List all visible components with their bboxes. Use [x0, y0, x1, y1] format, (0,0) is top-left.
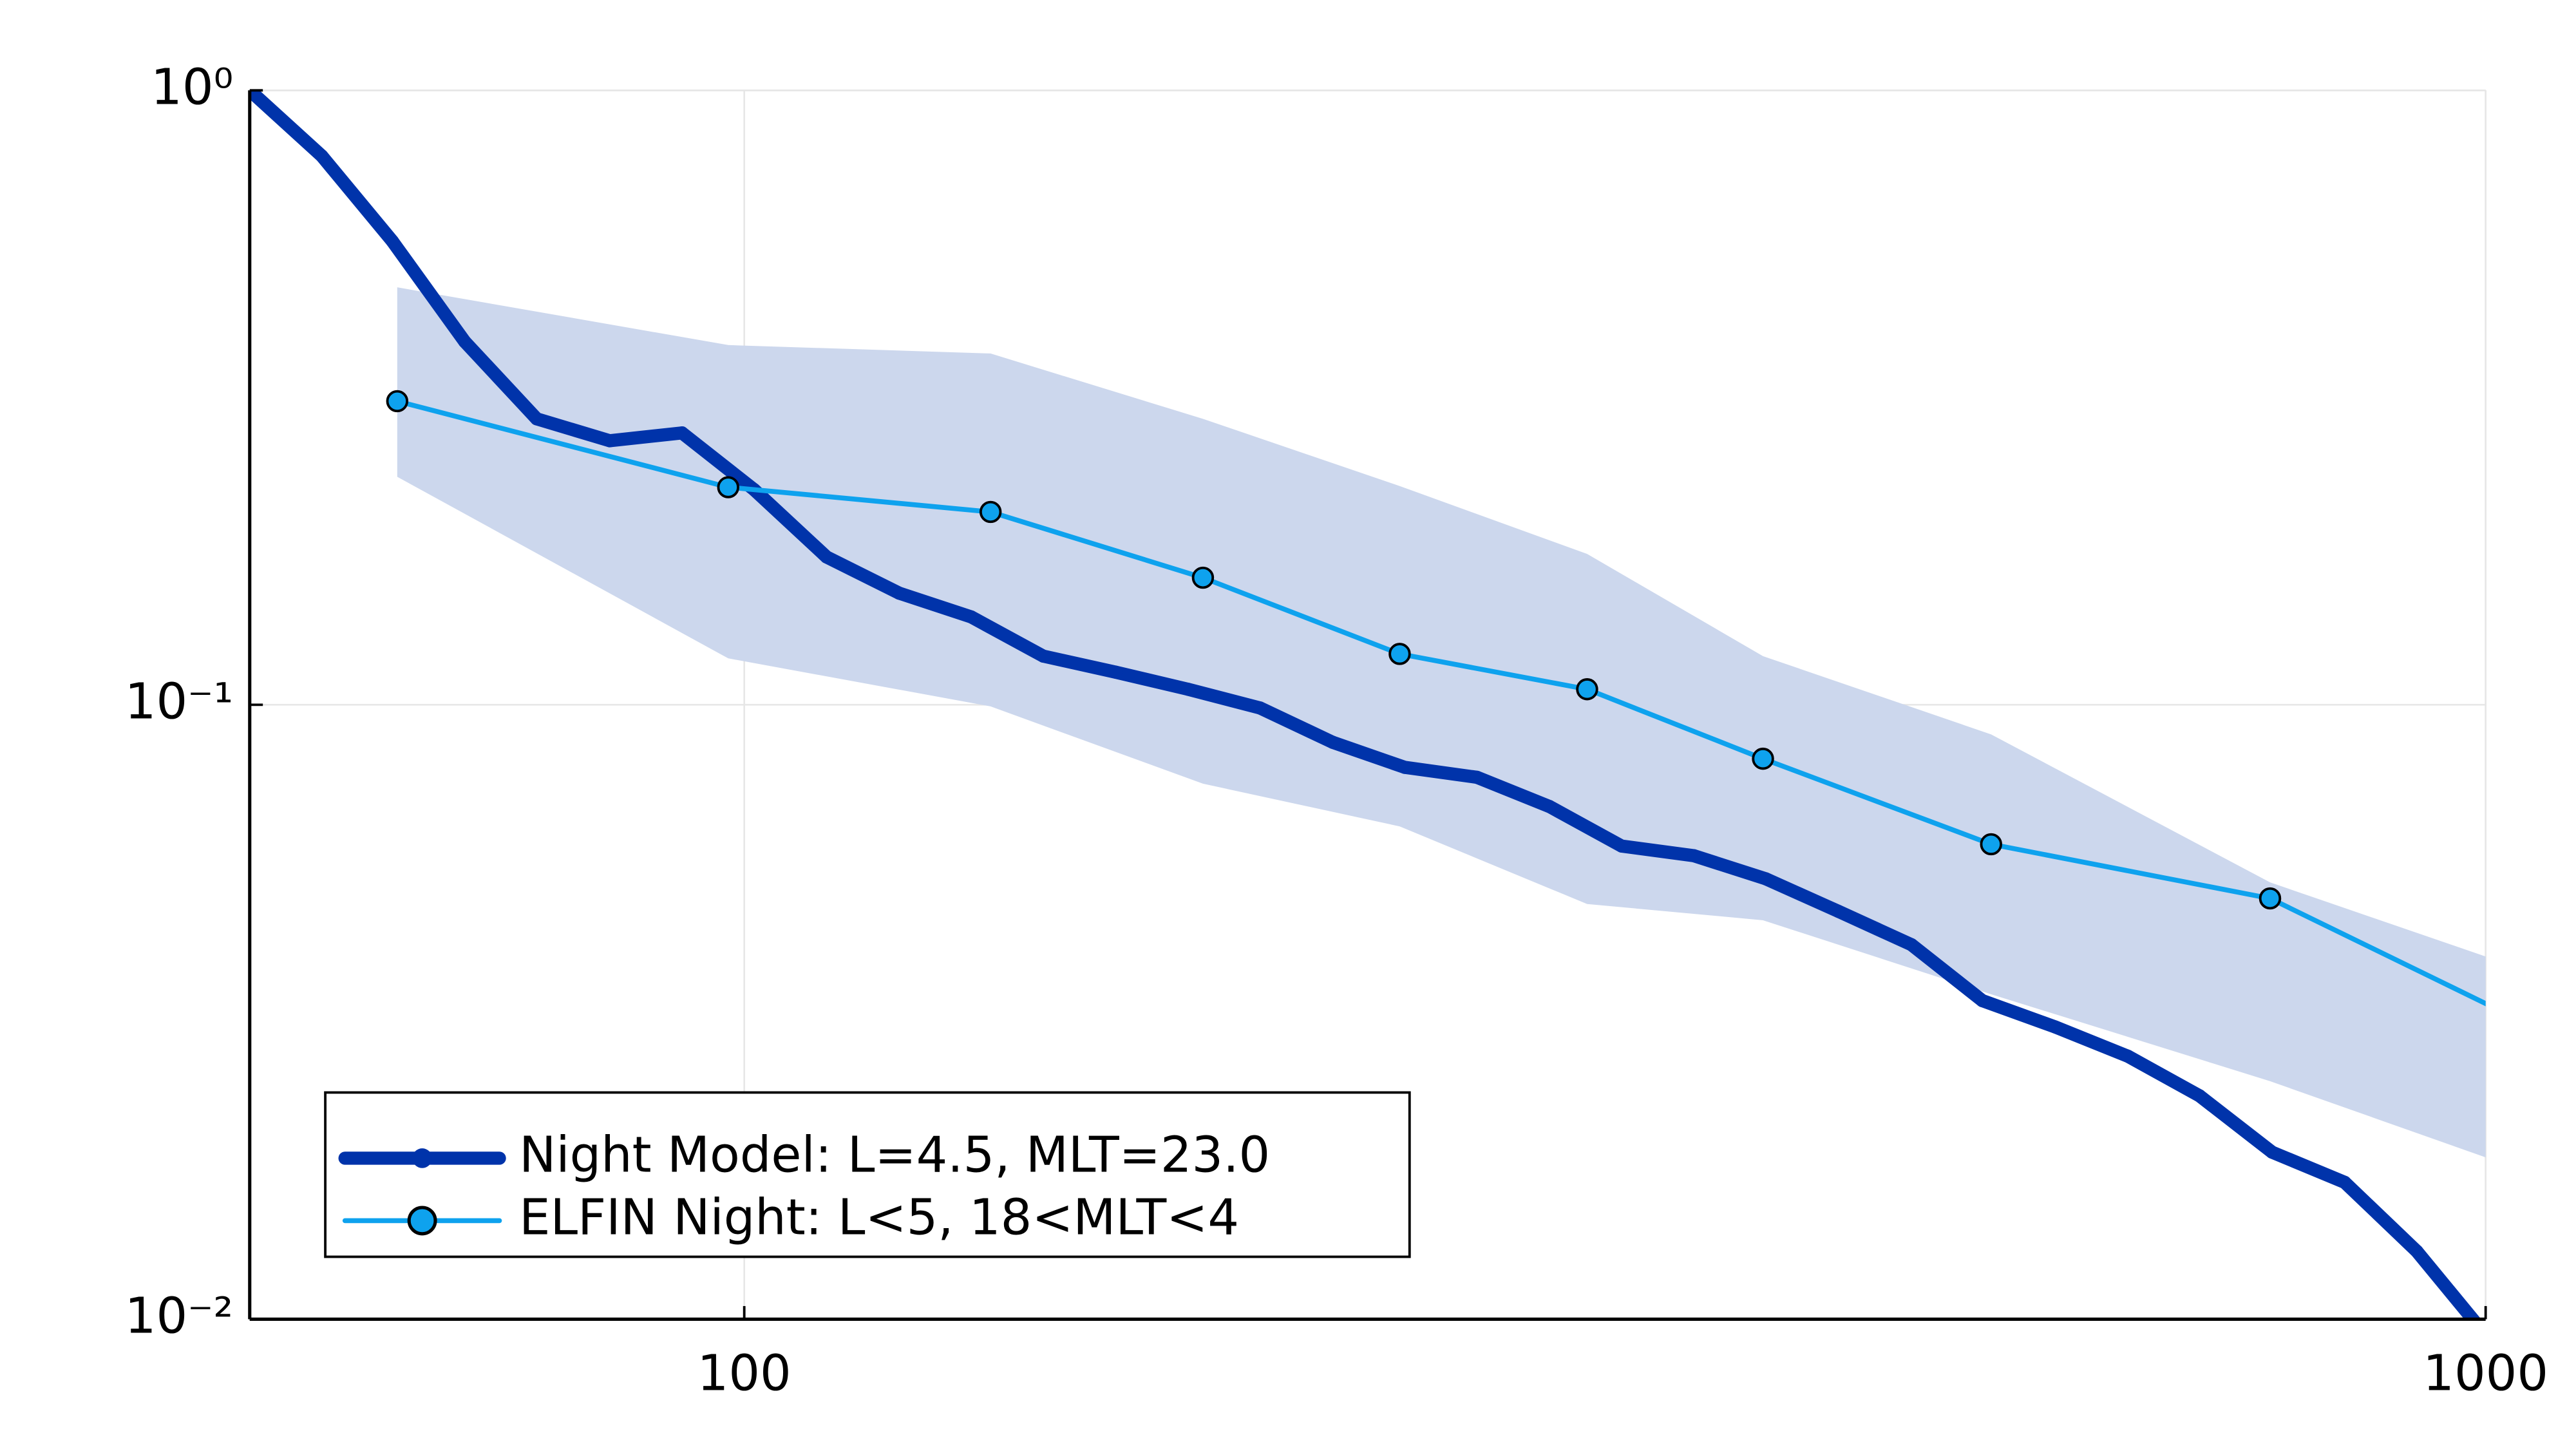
- point: [1576, 678, 1598, 701]
- point: [1759, 872, 1773, 886]
- point: [964, 610, 978, 624]
- point: [315, 149, 328, 163]
- series-line: [249, 90, 2481, 1320]
- series-line: [396, 399, 2486, 1007]
- point: [979, 500, 1002, 524]
- plot-area: [249, 90, 2576, 1345]
- point: [458, 335, 471, 348]
- y-tick-label: 10⁰: [151, 59, 233, 116]
- axes: 100 1000 10⁰ 10⁻¹ 10⁻²: [125, 59, 2548, 1402]
- point: [386, 234, 399, 248]
- point: [2193, 1089, 2206, 1103]
- point: [1470, 770, 1484, 784]
- point: [1398, 761, 1412, 774]
- point: [892, 586, 906, 600]
- point: [1615, 839, 1629, 853]
- point: [1253, 701, 1267, 715]
- legend-label: ELFIN Night: L<5, 18<MLT<4: [519, 1189, 1239, 1246]
- point: [530, 412, 544, 426]
- point: [675, 426, 689, 440]
- point: [2482, 1332, 2495, 1345]
- point: [2049, 1020, 2062, 1034]
- point: [1109, 665, 1122, 679]
- y-tick-label: 10⁻²: [125, 1287, 233, 1345]
- point: [1388, 643, 1411, 665]
- point: [1752, 747, 1774, 770]
- y-tick-label: 10⁻¹: [125, 673, 233, 730]
- legend-label: Night Model: L=4.5, MLT=23.0: [519, 1126, 1270, 1184]
- point: [1542, 800, 1557, 813]
- point: [1904, 938, 1918, 952]
- point: [820, 550, 833, 564]
- point: [386, 390, 409, 413]
- point: [1980, 833, 2002, 856]
- point: [2259, 887, 2282, 910]
- point: [717, 476, 739, 498]
- point: [1326, 735, 1340, 749]
- point: [1191, 566, 1215, 589]
- point: [2570, 1039, 2576, 1059]
- x-tick-label: 1000: [2423, 1345, 2548, 1403]
- point: [2265, 1145, 2279, 1159]
- point: [1832, 905, 1846, 918]
- point: [1036, 649, 1050, 663]
- point: [2338, 1175, 2352, 1189]
- point: [2410, 1244, 2424, 1258]
- legend-box: [324, 1091, 1411, 1258]
- point: [1975, 994, 1989, 1007]
- point: [2121, 1049, 2135, 1063]
- legend-marker: [412, 1148, 432, 1168]
- point: [1181, 683, 1195, 696]
- point: [1687, 849, 1701, 862]
- point: [603, 434, 616, 448]
- legend-marker: [407, 1206, 437, 1236]
- band: [397, 287, 2486, 1158]
- x-tick-label: 100: [697, 1345, 791, 1403]
